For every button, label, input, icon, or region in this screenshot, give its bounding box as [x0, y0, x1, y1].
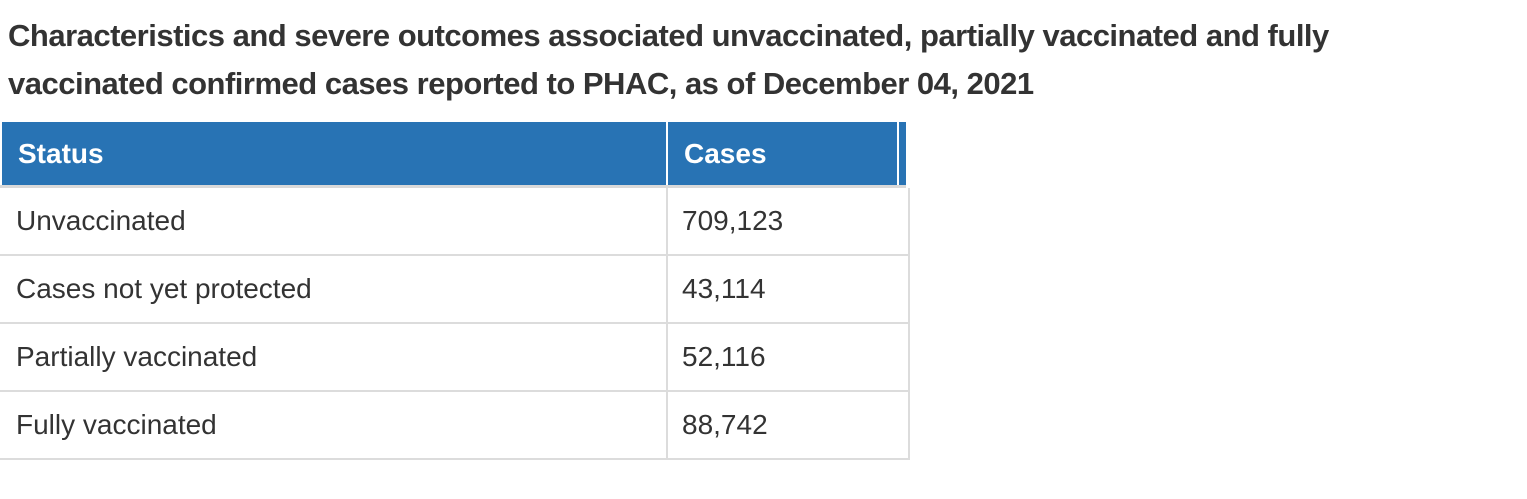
table-body: Unvaccinated 709,123 Cases not yet prote… — [0, 188, 910, 460]
cell-status: Fully vaccinated — [0, 392, 668, 458]
table-header-filler — [899, 122, 906, 185]
table-row: Partially vaccinated 52,116 — [0, 324, 908, 392]
cases-by-vaccination-status-table: Status Cases Unvaccinated 709,123 Cases … — [0, 122, 910, 460]
cell-status: Unvaccinated — [0, 188, 668, 254]
cell-status: Partially vaccinated — [0, 324, 668, 390]
cell-status: Cases not yet protected — [0, 256, 668, 322]
table-row: Cases not yet protected 43,114 — [0, 256, 908, 324]
cell-cases: 88,742 — [682, 409, 768, 440]
column-header-cases-label: Cases — [684, 137, 767, 169]
table-row: Fully vaccinated 88,742 — [0, 392, 908, 460]
table-header-row: Status Cases — [0, 122, 906, 188]
page-title: Characteristics and severe outcomes asso… — [8, 12, 1523, 108]
table-row: Unvaccinated 709,123 — [0, 188, 908, 256]
page-title-line-1: Characteristics and severe outcomes asso… — [8, 18, 1329, 53]
column-header-status: Status — [0, 122, 668, 185]
column-header-status-label: Status — [18, 137, 104, 169]
column-header-cases: Cases — [668, 122, 899, 185]
cell-cases: 52,116 — [682, 341, 766, 372]
cell-cases: 43,114 — [682, 273, 766, 304]
cell-cases: 709,123 — [682, 205, 784, 236]
page-title-line-2: vaccinated confirmed cases reported to P… — [8, 66, 1034, 101]
